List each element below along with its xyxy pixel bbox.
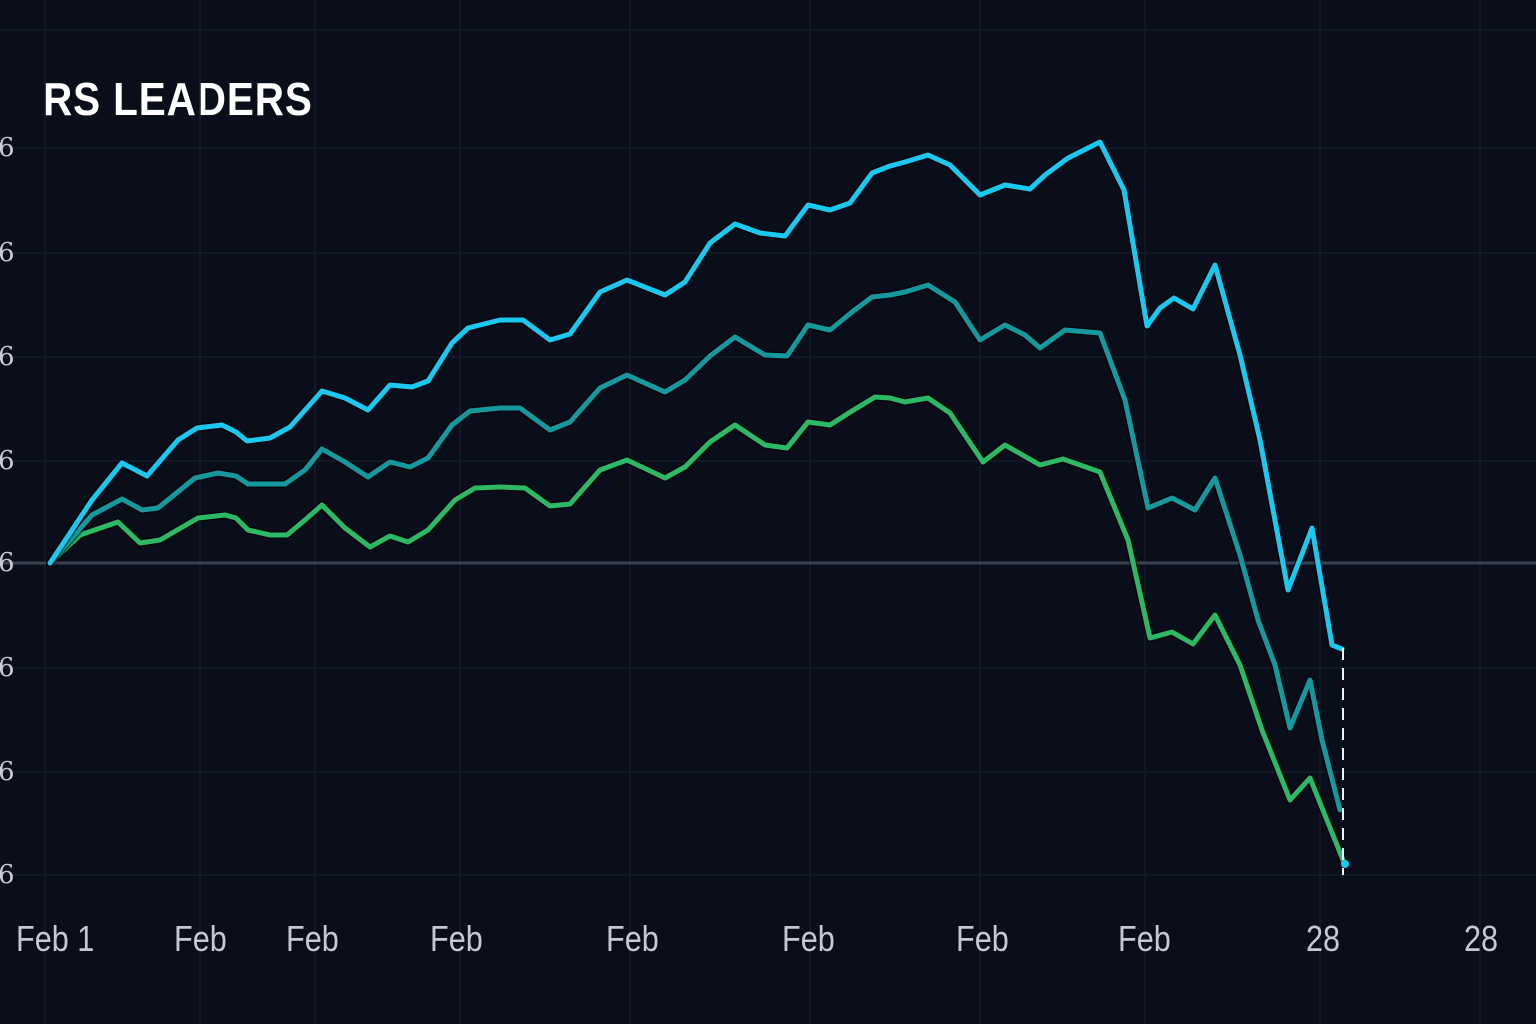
y-tick-label: 6 (0, 446, 15, 476)
x-tick-label: Feb (430, 918, 483, 959)
y-tick-label: 6 (0, 860, 15, 890)
y-tick-label: 6 (0, 653, 15, 683)
x-tick-label: Feb (286, 918, 339, 959)
x-tick-label: Feb (606, 918, 659, 959)
y-tick-label: 6 (0, 342, 15, 372)
x-tick-label: Feb (1118, 918, 1171, 959)
y-tick-label: 6 (0, 133, 15, 163)
series-line-3[interactable] (47, 394, 1348, 868)
end-point-dot (1341, 860, 1349, 868)
x-tick-label: 28 (1306, 918, 1341, 959)
y-tick-label: 6 (0, 238, 15, 268)
chart-title: RS LEADERS (43, 73, 313, 125)
x-tick-label: Feb 1 (16, 918, 95, 959)
x-tick-label: Feb (782, 918, 835, 959)
x-tick-label: 28 (1464, 918, 1499, 959)
x-tick-label: Feb (174, 918, 227, 959)
series-line-2[interactable] (47, 282, 1343, 813)
series-line-1[interactable] (47, 139, 1345, 652)
y-tick-label: 6 (0, 757, 15, 787)
y-tick-label: 6 (0, 548, 15, 578)
x-tick-label: Feb (956, 918, 1009, 959)
